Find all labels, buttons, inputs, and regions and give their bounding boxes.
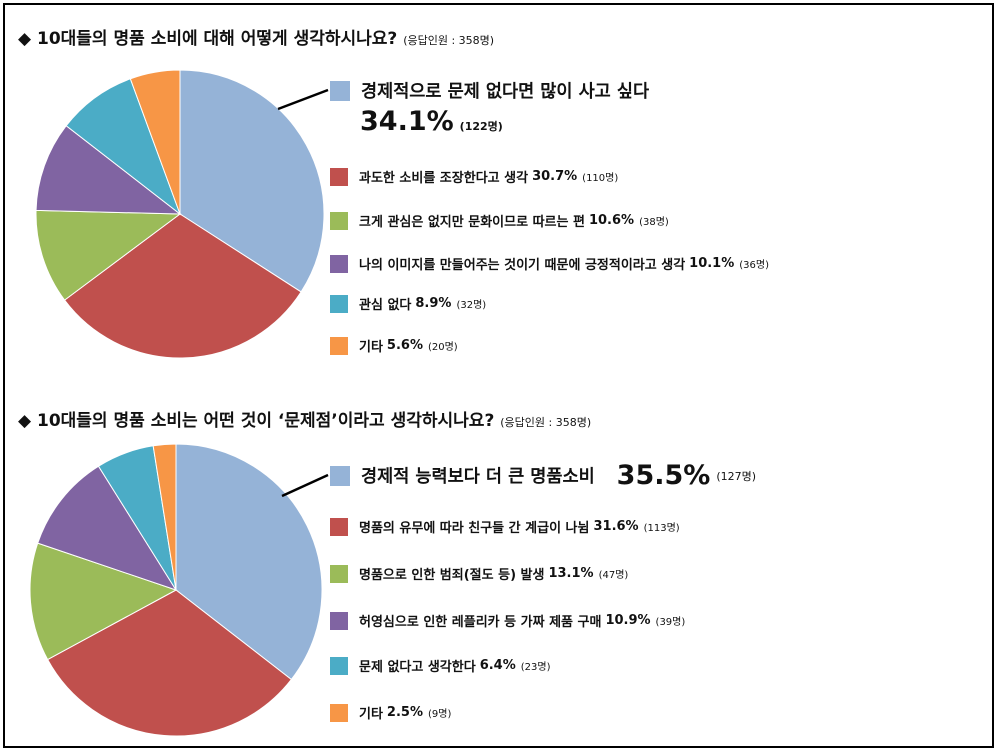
legend-count: (23명) — [520, 662, 551, 673]
legend-pct: 30.7% — [532, 169, 578, 184]
legend-pct: 5.6% — [386, 338, 423, 353]
legend-2-item-4: 허영심으로 인한 레플리카 등 가짜 제품 구매 10.9% (39명) — [330, 611, 685, 630]
legend-label: 크게 관심은 없지만 문화이므로 따르는 편 — [359, 215, 585, 230]
legend-pct: 31.6% — [593, 519, 639, 534]
legend-label: 명품의 유무에 따라 친구들 간 계급이 나뉨 — [359, 521, 590, 536]
pie-slice — [63, 213, 302, 359]
legend-pct: 10.6% — [588, 213, 635, 228]
legend-label: 경제적으로 문제 없다면 많이 사고 싶다 — [361, 82, 650, 102]
legend-2-item-6: 기타 2.5% (9명) — [330, 703, 451, 722]
legend-label: 명품으로 인한 범죄(절도 등) 발생 — [359, 568, 545, 583]
legend-count: (122명) — [459, 120, 503, 133]
pie-slice — [129, 69, 181, 215]
leader-line-1 — [277, 88, 329, 111]
question-1-title: 10대들의 명품 소비에 대해 어떻게 생각하시나요? — [37, 29, 398, 49]
question-2-title: 10대들의 명품 소비는 어떤 것이 ‘문제점’이라고 생각하시나요? — [37, 411, 495, 431]
legend-swatch — [330, 465, 350, 486]
legend-swatch — [330, 167, 348, 186]
question-1: ◆ 10대들의 명품 소비에 대해 어떻게 생각하시나요? (응답인원 : 35… — [18, 24, 494, 49]
legend-swatch — [330, 564, 348, 583]
legend-count: (47명) — [598, 570, 629, 581]
legend-swatch — [330, 703, 348, 722]
pie-slice — [152, 443, 177, 591]
pie-slice — [37, 465, 178, 591]
legend-swatch — [330, 336, 348, 355]
pie-slice — [35, 125, 182, 215]
pie-slice — [175, 443, 323, 681]
legend-pct: 10.1% — [689, 256, 735, 271]
legend-count: (110명) — [582, 173, 619, 184]
legend-label: 관심 없다 — [359, 298, 412, 313]
legend-pct: 8.9% — [415, 296, 452, 311]
pie-slice — [46, 589, 293, 737]
legend-2-item-5: 문제 없다고 생각한다 6.4% (23명) — [330, 656, 551, 675]
legend-label: 과도한 소비를 조장한다고 생각 — [359, 171, 529, 186]
legend-swatch — [330, 211, 348, 230]
legend-1-item-1-value: 34.1% (122명) — [360, 106, 503, 137]
legend-label: 경제적 능력보다 더 큰 명품소비 — [361, 467, 595, 487]
legend-pct: 6.4% — [479, 658, 516, 673]
legend-swatch — [330, 611, 348, 630]
diamond-icon: ◆ — [18, 411, 32, 431]
legend-swatch — [330, 656, 348, 675]
legend-pct: 34.1% — [360, 106, 454, 137]
legend-label: 기타 — [359, 340, 383, 355]
legend-pct: 10.9% — [605, 613, 651, 628]
legend-count: (39명) — [655, 617, 686, 628]
legend-count: (32명) — [456, 300, 487, 311]
pie-chart-2 — [29, 443, 323, 737]
legend-swatch — [330, 294, 348, 313]
legend-count: (113명) — [643, 523, 680, 534]
pie-slice — [35, 209, 182, 301]
question-2: ◆ 10대들의 명품 소비는 어떤 것이 ‘문제점’이라고 생각하시나요? (응… — [18, 406, 591, 431]
legend-count: (36명) — [739, 260, 769, 271]
legend-2-item-3: 명품으로 인한 범죄(절도 등) 발생 13.1% (47명) — [330, 564, 628, 583]
legend-label: 허영심으로 인한 레플리카 등 가짜 제품 구매 — [359, 615, 602, 630]
legend-label: 문제 없다고 생각한다 — [359, 660, 476, 675]
pie-chart-1 — [35, 69, 325, 359]
legend-2-item-1: 경제적 능력보다 더 큰 명품소비 35.5% (127명) — [330, 460, 756, 491]
legend-label: 기타 — [359, 707, 383, 722]
legend-count: (38명) — [639, 217, 669, 228]
legend-swatch — [330, 517, 348, 536]
legend-1-item-6: 기타 5.6% (20명) — [330, 336, 458, 355]
legend-count: (9명) — [427, 709, 452, 720]
legend-pct: 13.1% — [548, 566, 594, 581]
legend-count: (127명) — [716, 469, 757, 483]
pie-slice — [65, 78, 182, 216]
legend-2-item-2: 명품의 유무에 따라 친구들 간 계급이 나뉨 31.6% (113명) — [330, 517, 680, 536]
pie-slice — [29, 542, 178, 661]
pie-slice — [179, 69, 325, 293]
legend-swatch — [330, 80, 350, 101]
question-1-respondents: (응답인원 : 358명) — [403, 34, 495, 47]
legend-pct: 2.5% — [386, 705, 423, 720]
legend-1-item-2: 과도한 소비를 조장한다고 생각 30.7% (110명) — [330, 167, 618, 186]
legend-1-item-4: 나의 이미지를 만들어주는 것이기 때문에 긍정적이라고 생각 10.1% (3… — [330, 254, 769, 273]
legend-label: 나의 이미지를 만들어주는 것이기 때문에 긍정적이라고 생각 — [359, 258, 686, 273]
legend-1-item-1: 경제적으로 문제 없다면 많이 사고 싶다 — [330, 78, 649, 103]
leader-line-2 — [281, 473, 329, 498]
legend-1-item-3: 크게 관심은 없지만 문화이므로 따르는 편 10.6% (38명) — [330, 211, 669, 230]
diamond-icon: ◆ — [18, 29, 32, 49]
legend-swatch — [330, 254, 348, 273]
outer-frame — [3, 3, 994, 748]
question-2-respondents: (응답인원 : 358명) — [500, 416, 592, 429]
legend-pct: 35.5% — [616, 460, 711, 491]
legend-1-item-5: 관심 없다 8.9% (32명) — [330, 294, 486, 313]
legend-count: (20명) — [427, 342, 458, 353]
